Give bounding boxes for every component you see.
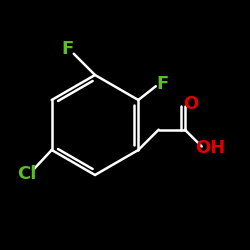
Text: Cl: Cl — [17, 165, 36, 183]
Text: OH: OH — [195, 139, 226, 157]
Text: F: F — [61, 40, 74, 58]
Text: O: O — [184, 95, 199, 113]
Text: F: F — [156, 75, 168, 93]
